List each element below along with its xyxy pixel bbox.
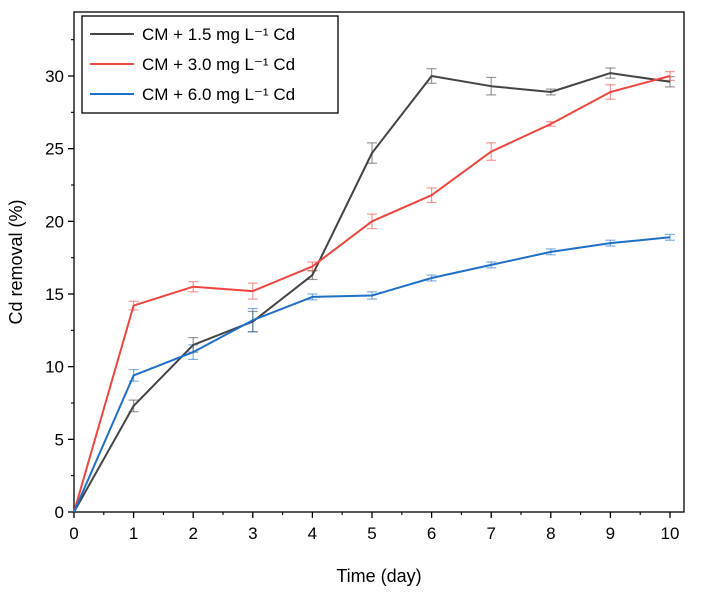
x-tick-label: 6	[427, 524, 436, 543]
y-tick-label: 15	[45, 285, 64, 304]
y-tick-label: 20	[45, 212, 64, 231]
series-line-2	[73, 75, 671, 513]
x-tick-label: 10	[661, 524, 680, 543]
series-lines	[73, 72, 671, 513]
x-axis-title: Time (day)	[336, 566, 421, 586]
series-line-3	[73, 236, 671, 513]
x-tick-label: 1	[129, 524, 138, 543]
x-tick-label: 9	[606, 524, 615, 543]
y-tick-label: 10	[45, 358, 64, 377]
series-line-1	[73, 72, 671, 513]
axis-ticks: 0 1 2 3 4 5 6 7 8 9 10 0 5 10 15 20 25 30	[45, 39, 680, 543]
x-tick-label: 4	[308, 524, 317, 543]
legend-label: CM + 1.5 mg L⁻¹ Cd	[142, 25, 295, 44]
x-tick-label: 5	[367, 524, 376, 543]
y-tick-label: 25	[45, 140, 64, 159]
y-tick-label: 0	[55, 503, 64, 522]
legend-label: CM + 6.0 mg L⁻¹ Cd	[142, 85, 295, 104]
x-tick-label: 2	[188, 524, 197, 543]
legend: CM + 1.5 mg L⁻¹ Cd CM + 3.0 mg L⁻¹ Cd CM +…	[81, 15, 339, 114]
x-tick-label: 7	[486, 524, 495, 543]
x-tick-label: 3	[248, 524, 257, 543]
x-tick-label: 0	[69, 524, 78, 543]
y-axis-title: Cd removal (%)	[6, 199, 26, 324]
x-tick-label: 8	[546, 524, 555, 543]
y-tick-label: 5	[55, 430, 64, 449]
legend-label: CM + 3.0 mg L⁻¹ Cd	[142, 55, 295, 74]
plot-frame	[73, 11, 685, 513]
y-tick-label: 30	[45, 67, 64, 86]
error-bars	[128, 67, 675, 413]
